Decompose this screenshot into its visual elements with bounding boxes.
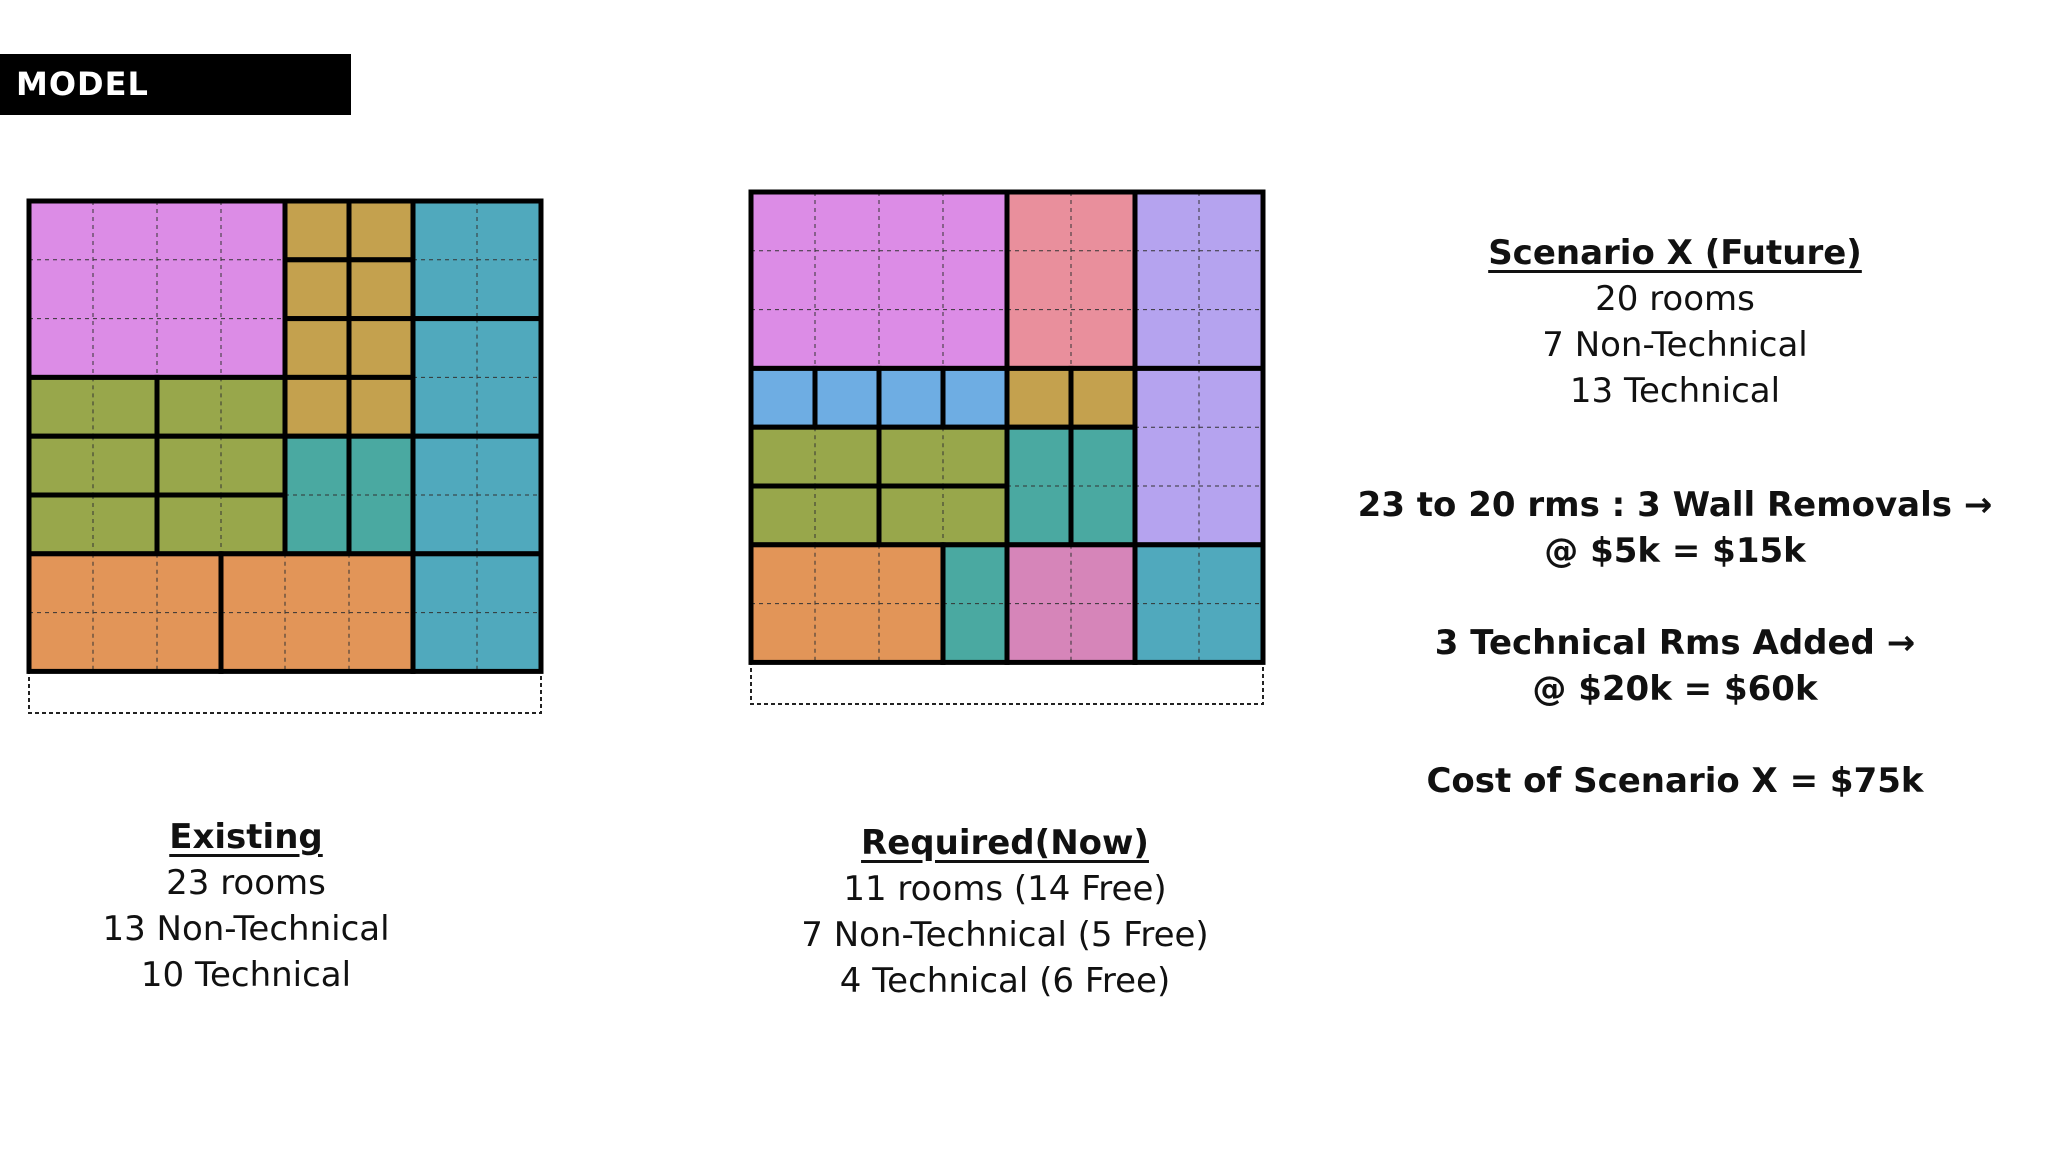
tech-added-cost: @ $20k = $60k <box>1532 669 1818 709</box>
required-room <box>876 483 1010 548</box>
spacer <box>1320 460 2030 482</box>
required-room <box>748 365 818 430</box>
existing-rooms-group <box>26 198 544 714</box>
required-non-technical: 7 Non-Technical (5 Free) <box>801 915 1209 955</box>
required-room <box>1068 424 1138 548</box>
existing-room <box>410 316 544 439</box>
existing-room <box>282 316 352 380</box>
existing-room <box>346 433 416 557</box>
required-room-fill <box>943 368 1007 428</box>
existing-room <box>282 433 352 557</box>
existing-room-fill <box>285 201 349 260</box>
existing-non-technical: 13 Non-Technical <box>102 909 390 949</box>
existing-room <box>154 492 288 557</box>
required-room <box>748 483 882 548</box>
existing-room-fill <box>349 259 413 319</box>
existing-room <box>26 198 288 380</box>
scenario-title: Scenario X (Future) <box>1488 233 1862 273</box>
existing-room <box>26 492 160 557</box>
existing-room <box>26 374 160 439</box>
scenario-notes: Scenario X (Future) 20 rooms 7 Non-Techn… <box>1320 230 2030 804</box>
required-room-wall <box>1132 542 1266 665</box>
wall-removals-line: 23 to 20 rms : 3 Wall Removals → <box>1357 485 1993 525</box>
required-room <box>812 365 882 430</box>
scenario-total-cost: Cost of Scenario X = $75k <box>1426 761 1924 801</box>
model-tag-label: MODEL <box>16 65 149 103</box>
existing-rooms: 23 rooms <box>166 863 326 903</box>
existing-room <box>154 374 288 439</box>
existing-room <box>346 316 416 380</box>
wall-removals-cost: @ $5k = $15k <box>1544 531 1806 571</box>
required-room <box>1068 365 1138 430</box>
scenario-non-technical: 7 Non-Technical <box>1542 325 1808 365</box>
existing-room <box>410 198 544 322</box>
existing-room <box>26 551 224 674</box>
required-room-fill <box>1007 368 1071 428</box>
existing-room <box>410 551 544 674</box>
required-technical: 4 Technical (6 Free) <box>839 961 1171 1001</box>
required-room <box>876 424 1010 489</box>
existing-room <box>346 374 416 439</box>
required-room <box>1004 542 1138 665</box>
existing-room <box>282 198 352 263</box>
required-room <box>876 365 946 430</box>
required-room <box>940 365 1010 430</box>
existing-room-fill <box>349 377 413 437</box>
required-room <box>1004 189 1138 371</box>
required-rooms-group <box>748 189 1266 705</box>
existing-room <box>282 257 352 322</box>
existing-room <box>218 551 416 674</box>
existing-room-fill <box>349 318 413 378</box>
required-room <box>1132 365 1266 548</box>
required-room <box>1132 542 1266 665</box>
existing-room <box>410 433 544 557</box>
existing-room-fill <box>349 201 413 260</box>
required-title: Required(Now) <box>861 823 1149 863</box>
existing-floor-plan <box>26 198 560 792</box>
required-room-fill <box>1071 368 1135 428</box>
existing-room-fill <box>285 377 349 437</box>
scenario-rooms: 20 rooms <box>1595 279 1755 319</box>
spacer <box>1320 712 2030 758</box>
spacer <box>1320 574 2030 620</box>
required-room <box>748 424 882 489</box>
existing-room-fill <box>285 318 349 378</box>
required-room <box>1004 424 1074 548</box>
existing-room <box>154 433 288 498</box>
required-room <box>1132 189 1266 371</box>
existing-room <box>26 433 160 498</box>
required-floor-plan <box>748 189 1282 783</box>
required-room-fill <box>815 368 879 428</box>
existing-technical: 10 Technical <box>140 955 352 995</box>
required-rooms: 11 rooms (14 Free) <box>843 869 1167 909</box>
existing-room <box>282 374 352 439</box>
existing-room-fill <box>285 259 349 319</box>
required-room-fill <box>751 368 815 428</box>
required-room <box>1004 365 1074 430</box>
scenario-technical: 13 Technical <box>1569 371 1781 411</box>
required-room <box>748 189 1010 371</box>
required-floor-plan-svg <box>748 189 1266 705</box>
existing-title: Existing <box>169 817 323 857</box>
tech-added-line: 3 Technical Rms Added → <box>1434 623 1916 663</box>
model-tag: MODEL <box>0 54 351 115</box>
existing-room-wall <box>410 551 544 674</box>
existing-caption: Existing 23 rooms 13 Non-Technical 10 Te… <box>40 814 452 998</box>
existing-room <box>346 257 416 322</box>
required-room <box>748 542 946 665</box>
spacer <box>1320 414 2030 460</box>
required-caption: Required(Now) 11 rooms (14 Free) 7 Non-T… <box>760 820 1250 1004</box>
existing-room <box>346 198 416 263</box>
required-room-fill <box>879 368 943 428</box>
existing-floor-plan-svg <box>26 198 544 714</box>
required-room <box>940 542 1010 665</box>
